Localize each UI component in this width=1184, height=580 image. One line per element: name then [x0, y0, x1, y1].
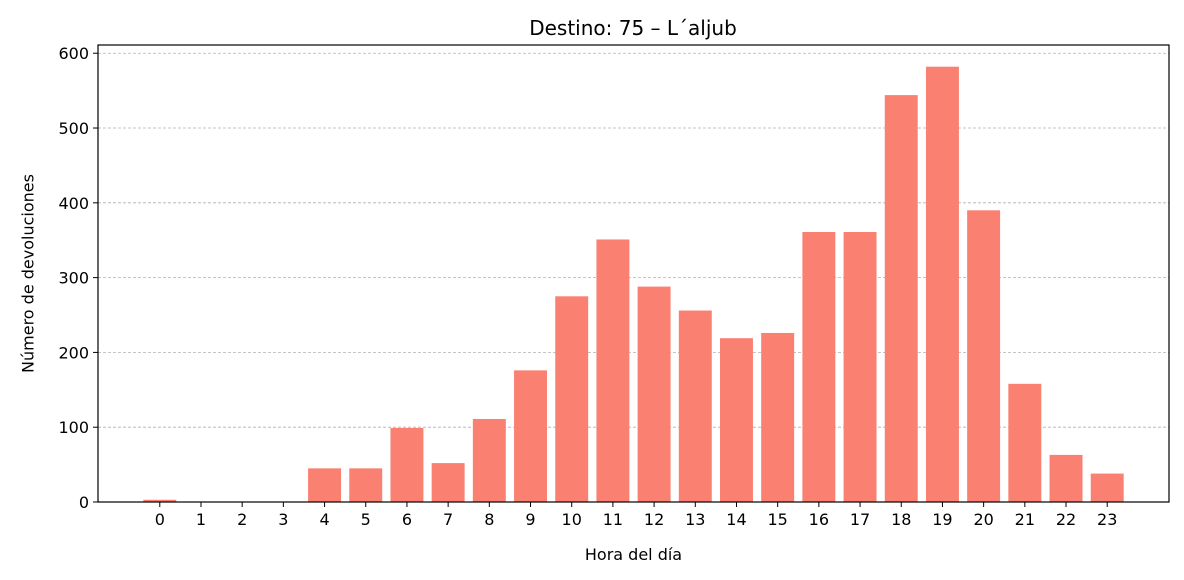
x-tick-label: 9: [525, 510, 535, 529]
bar-hour-5: [349, 468, 383, 502]
bar-hour-12: [637, 286, 671, 502]
x-tick-label: 5: [361, 510, 371, 529]
bars: [143, 66, 1124, 503]
bar-hour-9: [514, 370, 547, 502]
y-axis: 0 100 200 300 400 500 600: [58, 44, 98, 512]
x-tick-label: 17: [850, 510, 870, 529]
x-tick-label: 6: [402, 510, 412, 529]
bar-hour-10: [555, 296, 589, 502]
x-tick-label: 15: [767, 510, 787, 529]
x-tick-label: 7: [443, 510, 453, 529]
x-tick-label: 0: [155, 510, 165, 529]
y-tick-label: 300: [58, 269, 89, 288]
y-tick-label: 500: [58, 119, 89, 138]
x-tick-label: 18: [891, 510, 911, 529]
plot-frame: [97, 44, 1170, 503]
x-tick-label: 19: [932, 510, 952, 529]
bar-hour-21: [1008, 383, 1042, 502]
bar-hour-15: [761, 332, 795, 502]
bar-hour-19: [925, 66, 959, 502]
bar-hour-7: [431, 463, 465, 502]
x-tick-label: 14: [726, 510, 746, 529]
y-tick-label: 200: [58, 343, 89, 362]
x-tick-label: 12: [644, 510, 664, 529]
x-tick-label: 11: [603, 510, 623, 529]
bar-hour-23: [1090, 473, 1124, 502]
x-tick-label: 8: [484, 510, 494, 529]
bar-hour-14: [720, 338, 753, 502]
y-tick-label: 0: [79, 493, 89, 512]
bar-hour-11: [596, 239, 630, 502]
y-tick-label: 100: [58, 418, 89, 437]
y-axis-label: Número de devoluciones: [19, 174, 38, 373]
x-tick-label: 23: [1097, 510, 1117, 529]
bar-hour-8: [472, 418, 506, 502]
y-tick-label: 600: [58, 44, 89, 63]
bar-hour-6: [390, 427, 424, 502]
x-tick-label: 13: [685, 510, 705, 529]
bar-hour-22: [1049, 454, 1083, 502]
x-tick-label: 16: [809, 510, 829, 529]
x-tick-label: 20: [973, 510, 993, 529]
x-tick-label: 2: [237, 510, 247, 529]
x-tick-label: 3: [278, 510, 288, 529]
x-tick-label: 22: [1056, 510, 1076, 529]
bar-hour-18: [884, 95, 918, 503]
bar-hour-13: [678, 310, 712, 502]
chart-title: Destino: 75 – L´aljub: [529, 16, 737, 40]
bar-hour-4: [308, 468, 342, 502]
x-axis-label: Hora del día: [585, 545, 682, 564]
bar-hour-16: [802, 231, 836, 503]
x-tick-label: 21: [1015, 510, 1035, 529]
bar-hour-17: [843, 231, 877, 503]
x-axis: 0 1 2 3 4 5 6 7 8 9 10 11 12 13 14 15 16 17 18 19 20 21 22 23: [155, 502, 1117, 529]
bar-hour-0: [143, 499, 177, 502]
x-tick-label: 10: [562, 510, 582, 529]
x-tick-label: 1: [196, 510, 206, 529]
y-tick-label: 400: [58, 194, 89, 213]
bar-hour-20: [967, 210, 1001, 503]
x-tick-label: 4: [319, 510, 329, 529]
